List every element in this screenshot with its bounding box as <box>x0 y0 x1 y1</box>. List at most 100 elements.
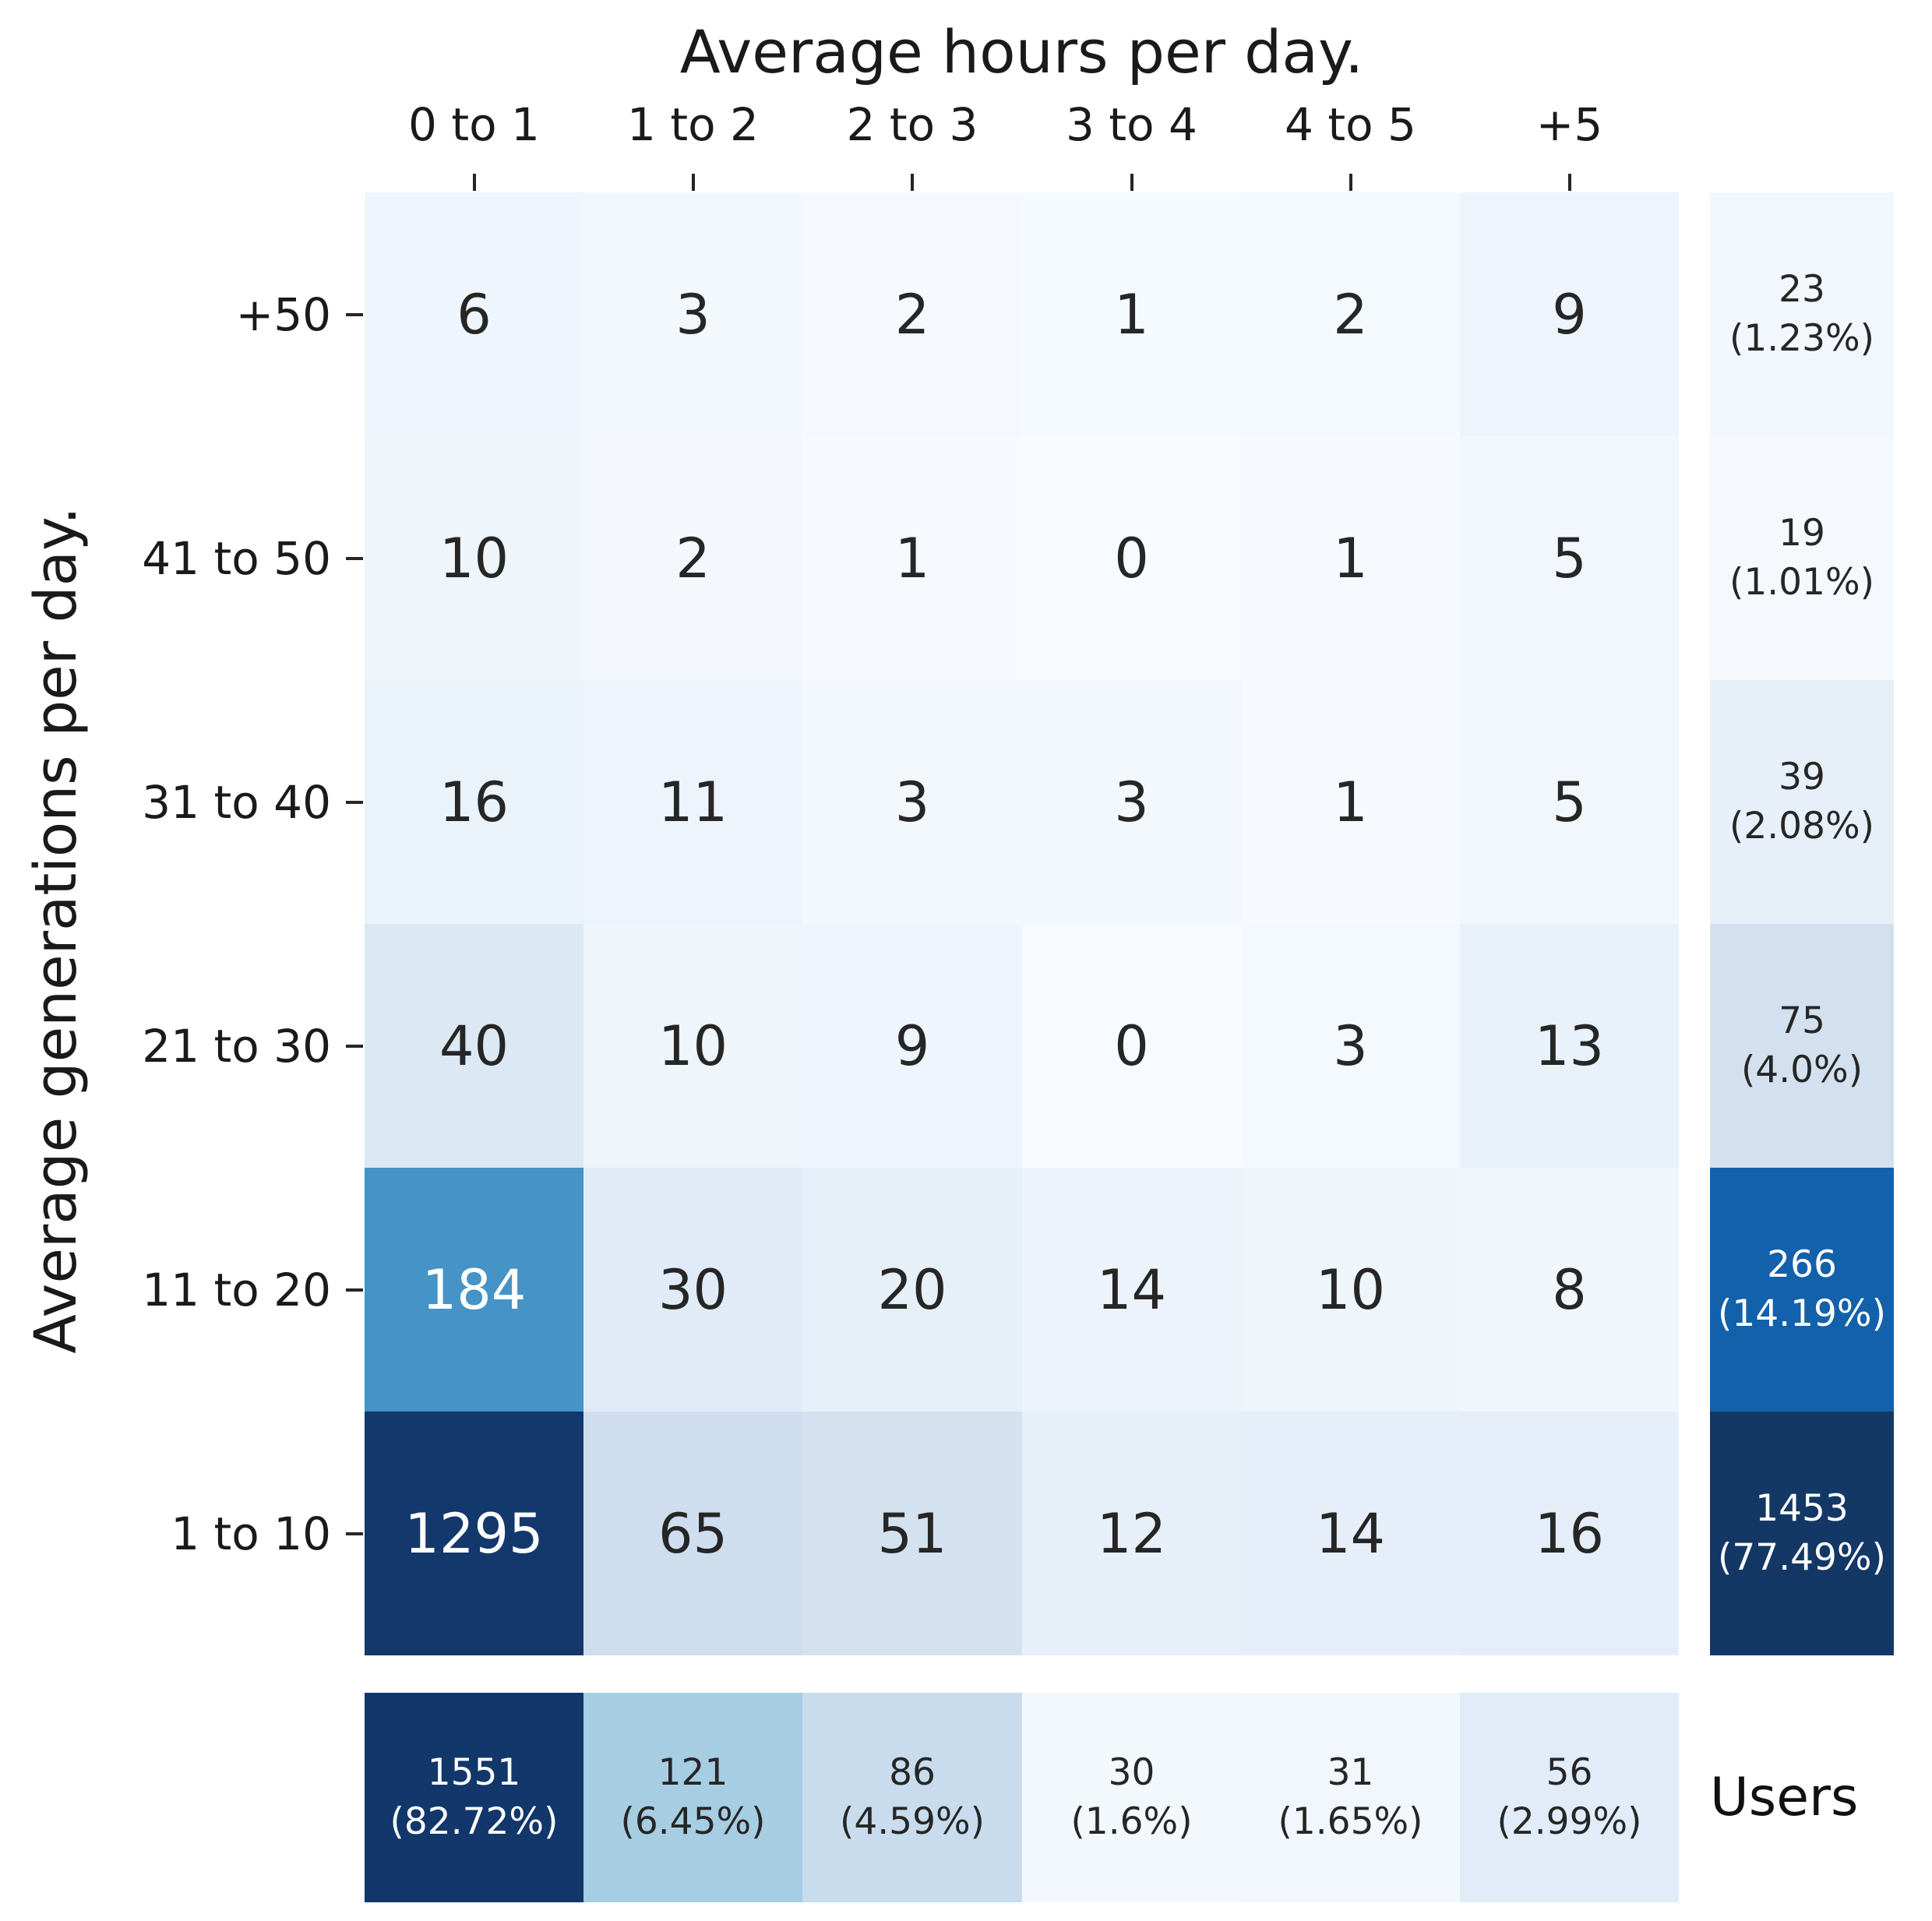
heatmap-cell-r2-c5: 5 <box>1460 680 1679 924</box>
col-total-0: 1551 (82.72%) <box>365 1693 583 1902</box>
row-total-count: 1453 <box>1755 1487 1849 1531</box>
x-tick-mark-2 <box>911 174 914 191</box>
heatmap-cell-r0-c3: 1 <box>1022 192 1241 436</box>
col-total-2: 86 (4.59%) <box>802 1693 1022 1902</box>
y-tick-mark-1 <box>346 556 363 560</box>
heatmap-cell-r5-c4: 14 <box>1241 1412 1460 1655</box>
row-total-pct: (4.0%) <box>1740 1048 1863 1091</box>
row-total-1: 19 (1.01%) <box>1710 436 1894 680</box>
col-total-pct: (82.72%) <box>390 1799 559 1843</box>
row-total-count: 266 <box>1767 1243 1837 1287</box>
row-total-3: 75 (4.0%) <box>1710 924 1894 1168</box>
x-tick-mark-3 <box>1130 174 1133 191</box>
row-total-0: 23 (1.23%) <box>1710 192 1894 436</box>
heatmap-cell-r4-c3: 14 <box>1022 1168 1241 1412</box>
y-tick-label-0: +50 <box>235 287 331 341</box>
x-tick-label-0: 0 to 1 <box>408 98 540 151</box>
x-tick-mark-1 <box>691 174 695 191</box>
heatmap-cell-r2-c0: 16 <box>365 680 583 924</box>
row-total-pct: (1.01%) <box>1729 560 1874 604</box>
row-total-pct: (77.49%) <box>1718 1535 1886 1579</box>
heatmap-cell-r4-c4: 10 <box>1241 1168 1460 1412</box>
y-tick-mark-5 <box>346 1532 363 1535</box>
heatmap-cell-r2-c3: 3 <box>1022 680 1241 924</box>
y-tick-label-5: 1 to 10 <box>171 1507 331 1560</box>
row-total-pct: (1.23%) <box>1729 316 1874 360</box>
row-total-count: 19 <box>1779 512 1825 555</box>
heatmap-cell-r3-c4: 3 <box>1241 924 1460 1168</box>
row-total-5: 1453 (77.49%) <box>1710 1412 1894 1655</box>
row-total-4: 266 (14.19%) <box>1710 1168 1894 1412</box>
y-axis-title: Average generations per day. <box>23 506 90 1354</box>
x-tick-label-2: 2 to 3 <box>846 98 978 151</box>
heatmap-cell-r4-c5: 8 <box>1460 1168 1679 1412</box>
x-tick-label-4: 4 to 5 <box>1285 98 1416 151</box>
col-total-3: 30 (1.6%) <box>1022 1693 1241 1902</box>
heatmap-cell-r1-c5: 5 <box>1460 436 1679 680</box>
y-tick-label-2: 31 to 40 <box>142 775 331 829</box>
heatmap-cell-r1-c4: 1 <box>1241 436 1460 680</box>
x-tick-label-1: 1 to 2 <box>627 98 759 151</box>
col-total-4: 31 (1.65%) <box>1241 1693 1460 1902</box>
y-tick-mark-3 <box>346 1044 363 1048</box>
heatmap-cell-r0-c4: 2 <box>1241 192 1460 436</box>
heatmap-cell-r1-c0: 10 <box>365 436 583 680</box>
heatmap-cell-r2-c2: 3 <box>802 680 1022 924</box>
heatmap-cell-r5-c2: 51 <box>802 1412 1022 1655</box>
heatmap-cell-r4-c0: 184 <box>365 1168 583 1412</box>
col-total-count: 86 <box>889 1751 936 1795</box>
heatmap-cell-r3-c3: 0 <box>1022 924 1241 1168</box>
row-total-count: 23 <box>1779 268 1825 312</box>
heatmap-cell-r5-c0: 1295 <box>365 1412 583 1655</box>
col-total-count: 56 <box>1546 1751 1593 1795</box>
row-total-count: 39 <box>1779 756 1825 799</box>
row-total-count: 75 <box>1779 999 1825 1043</box>
heatmap-cell-r3-c0: 40 <box>365 924 583 1168</box>
heatmap-cell-r5-c5: 16 <box>1460 1412 1679 1655</box>
heatmap-cell-r5-c3: 12 <box>1022 1412 1241 1655</box>
y-tick-mark-4 <box>346 1288 363 1292</box>
heatmap-cell-r3-c2: 9 <box>802 924 1022 1168</box>
col-total-pct: (2.99%) <box>1497 1799 1642 1843</box>
heatmap-cell-r4-c1: 30 <box>583 1168 802 1412</box>
heatmap-cell-r0-c0: 6 <box>365 192 583 436</box>
col-total-pct: (1.65%) <box>1278 1799 1423 1843</box>
heatmap-cell-r1-c2: 1 <box>802 436 1022 680</box>
heatmap-cell-r5-c1: 65 <box>583 1412 802 1655</box>
x-axis-title: Average hours per day. <box>679 16 1364 86</box>
x-tick-mark-0 <box>472 174 476 191</box>
y-tick-label-1: 41 to 50 <box>142 531 331 585</box>
col-total-count: 121 <box>658 1751 728 1795</box>
x-tick-label-5: +5 <box>1535 98 1603 151</box>
x-tick-mark-5 <box>1567 174 1571 191</box>
col-total-count: 1551 <box>427 1751 521 1795</box>
heatmap-cell-r3-c5: 13 <box>1460 924 1679 1168</box>
col-total-count: 30 <box>1108 1751 1155 1795</box>
heatmap-cell-r0-c2: 2 <box>802 192 1022 436</box>
row-total-pct: (2.08%) <box>1729 804 1874 848</box>
heatmap-cell-r1-c3: 0 <box>1022 436 1241 680</box>
col-total-5: 56 (2.99%) <box>1460 1693 1679 1902</box>
heatmap-cell-r0-c1: 3 <box>583 192 802 436</box>
heatmap-cell-r3-c1: 10 <box>583 924 802 1168</box>
heatmap-cell-r1-c1: 2 <box>583 436 802 680</box>
row-total-pct: (14.19%) <box>1718 1292 1886 1335</box>
heatmap-cell-r0-c5: 9 <box>1460 192 1679 436</box>
y-tick-label-4: 11 to 20 <box>142 1263 331 1317</box>
x-tick-label-3: 3 to 4 <box>1066 98 1197 151</box>
heatmap-cell-r4-c2: 20 <box>802 1168 1022 1412</box>
y-tick-label-3: 21 to 30 <box>142 1019 331 1073</box>
col-total-pct: (6.45%) <box>620 1799 766 1843</box>
y-tick-mark-0 <box>346 312 363 316</box>
heatmap-cell-r2-c4: 1 <box>1241 680 1460 924</box>
col-total-pct: (1.6%) <box>1070 1799 1193 1843</box>
col-total-1: 121 (6.45%) <box>583 1693 802 1902</box>
heatmap-cell-r2-c1: 11 <box>583 680 802 924</box>
users-axis-label: Users <box>1710 1767 1859 1828</box>
y-tick-mark-2 <box>346 800 363 804</box>
col-total-pct: (4.59%) <box>840 1799 985 1843</box>
row-total-2: 39 (2.08%) <box>1710 680 1894 924</box>
col-total-count: 31 <box>1327 1751 1374 1795</box>
x-tick-mark-4 <box>1349 174 1352 191</box>
